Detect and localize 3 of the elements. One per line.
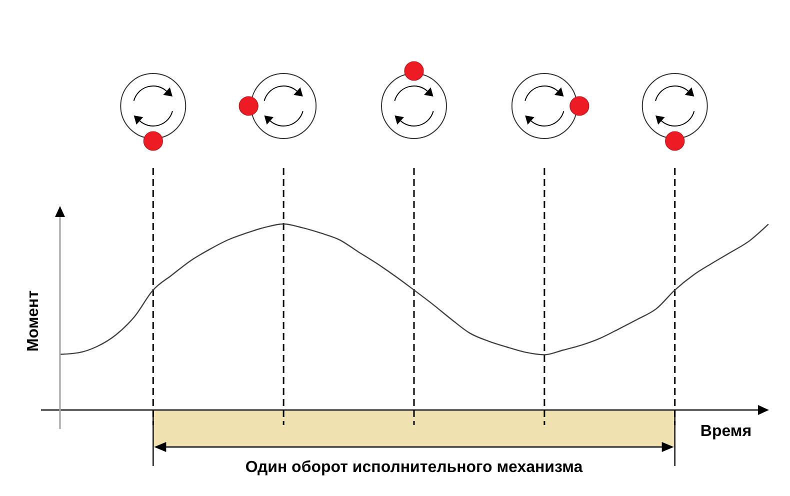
text: Один оборот исполнительного механизма <box>245 459 583 476</box>
y-axis-title: Момент <box>25 290 42 352</box>
x-axis-title: Время <box>700 423 752 440</box>
